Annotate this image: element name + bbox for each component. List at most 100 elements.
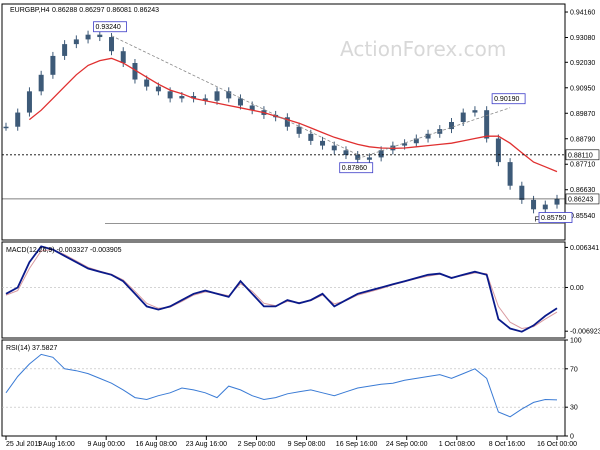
price-candle-body [202, 98, 208, 101]
level-label: 0.88110 [568, 152, 593, 159]
annotation-label: 0.90190 [494, 96, 519, 103]
price-candle-body [249, 105, 255, 111]
annotation-label: 0.87860 [342, 165, 367, 172]
price-candle-body [542, 204, 548, 210]
x-tick-label: 25 Jul 2019 [6, 441, 42, 448]
trend-line-up [357, 107, 511, 160]
y-tick-label: 0.88790 [570, 136, 595, 143]
y-tick-label: 0.93080 [570, 35, 595, 42]
price-candle-body [554, 198, 560, 205]
x-tick-label: 23 Aug 16:00 [186, 441, 227, 448]
annotation-box [339, 162, 374, 174]
watermark: ActionForex.com [340, 37, 506, 61]
pane-frame [1, 241, 566, 339]
y-tick-label: 0.94160 [570, 10, 595, 17]
price-candle-body [179, 96, 185, 99]
price-candle-body [15, 112, 21, 127]
price-candle-body [97, 34, 103, 38]
y-tick-label: 0.00 [570, 285, 584, 292]
macd-pane: 0.006341 0.00 -0.006923 [1, 241, 600, 339]
price-candle-body [214, 91, 220, 101]
price-pane: 0.94160 0.93080 0.92030 0.90950 0.89870 0.887… [1, 3, 600, 241]
rsi-line [5, 353, 558, 418]
price-candle-body [3, 126, 9, 129]
y-tick-label: 0.90950 [570, 85, 595, 92]
pane-frame [1, 339, 566, 437]
x-tick-label: 16 Aug 08:00 [136, 441, 177, 448]
price-candle-body [331, 145, 337, 151]
annotation-label: 0.93240 [96, 24, 121, 31]
price-candle-body [378, 150, 384, 158]
price-candle-body [26, 91, 32, 113]
price-candle-body [308, 133, 314, 141]
y-tick-label: 0.92030 [570, 60, 595, 67]
y-tick-label: 0 [570, 434, 574, 441]
price-candle-body [284, 117, 290, 127]
price-candle-body [155, 86, 161, 92]
annotation-box [491, 93, 526, 105]
price-candle-body [320, 140, 326, 146]
y-tick-label: 0.86630 [570, 187, 595, 194]
price-candle-body [484, 110, 490, 139]
y-tick-label: 0.006341 [570, 245, 599, 252]
x-tick-label: 8 Oct 16:00 [489, 441, 525, 448]
price-candle-body [226, 91, 232, 99]
x-tick-label: 1 Oct 08:00 [439, 441, 475, 448]
price-candle-body [132, 63, 138, 80]
price-candle-body [519, 185, 525, 200]
moving-average-line [28, 57, 558, 173]
x-tick-label: 9 Sep 08:00 [288, 441, 326, 448]
price-candle-body [62, 44, 68, 56]
chart-header-symbol: EURGBP,H4 [10, 7, 50, 14]
price-candle-body [109, 37, 115, 52]
x-tick-label: 16 Oct 00:00 [537, 441, 577, 448]
y-tick-label: 100 [570, 338, 582, 345]
rsi-title: RSI(14) 37.5827 [6, 345, 57, 352]
y-tick-label: 0.85540 [570, 213, 595, 220]
y-tick-label: 70 [570, 366, 578, 373]
price-candle-body [167, 91, 173, 99]
price-candle-body [495, 138, 501, 163]
chart-header-ohlc: 0.86288 0.86297 0.86081 0.86243 [52, 7, 159, 14]
price-candle-body [50, 55, 56, 75]
x-tick-label: 2 Sep 00:00 [238, 441, 276, 448]
pane-frame [1, 3, 566, 241]
x-tick-label: 9 Aug 00:00 [87, 441, 124, 448]
macd-title: MACD(12,26,9) -0.003327 -0.003905 [6, 247, 122, 254]
annotation-box [93, 21, 127, 33]
price-candle-body [38, 74, 44, 92]
price-candle-body [402, 143, 408, 146]
price-candle-body [413, 138, 419, 144]
annotation-box [538, 212, 573, 223]
price-candle-body [343, 150, 349, 156]
price-candle-body [144, 79, 150, 87]
trend-line-down [111, 35, 358, 156]
price-candle-body [85, 34, 91, 40]
level-label-box [565, 149, 600, 161]
level-label-box [565, 193, 600, 205]
price-candle-body [425, 133, 431, 139]
price-candle-body [531, 199, 537, 210]
price-candle-body [472, 110, 478, 113]
macd-line [5, 245, 558, 333]
price-candle-body [191, 96, 197, 99]
rsi-pane: 100 70 30 0 [1, 338, 582, 441]
price-candle-body [355, 155, 361, 160]
price-candle-body [507, 162, 513, 186]
annotation-label: 0.85750 [541, 215, 566, 222]
price-candle-body [460, 112, 466, 122]
price-candle-body [296, 126, 302, 134]
price-candle-body [448, 122, 454, 130]
price-candle-body [73, 39, 79, 45]
price-candle-body [366, 157, 372, 160]
price-candle-body [120, 51, 126, 63]
x-tick-label: 16 Sep 16:00 [336, 441, 378, 448]
price-candle-body [237, 98, 243, 106]
y-tick-label: 0.89870 [570, 111, 595, 118]
y-tick-label: 30 [570, 405, 578, 412]
level-label: 0.86243 [568, 196, 593, 203]
x-tick-label: 24 Sep 00:00 [386, 441, 428, 448]
